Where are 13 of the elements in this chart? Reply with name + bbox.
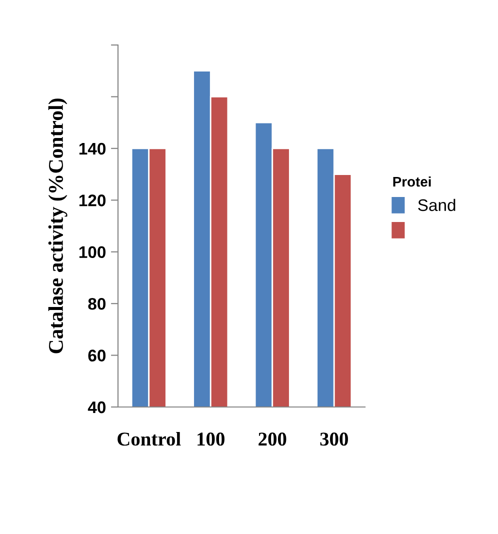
y-axis-title: Catalase activity (%Control) [48,98,68,354]
x-tick-label: 200 [258,432,286,446]
y-tick-label: 80 [88,298,106,310]
y-tick-label: 40 [88,401,106,414]
x-tick-label: 300 [320,432,348,446]
legend-label: Sand [418,198,456,212]
y-tick-label: 60 [88,350,106,362]
y-tick-label: 140 [79,142,106,155]
legend-title: Protei [393,176,431,187]
y-tick-label: 120 [79,194,106,206]
x-tick-label: Control [118,432,181,446]
y-tick-label: 100 [79,246,106,258]
x-tick-label: 100 [198,432,224,446]
